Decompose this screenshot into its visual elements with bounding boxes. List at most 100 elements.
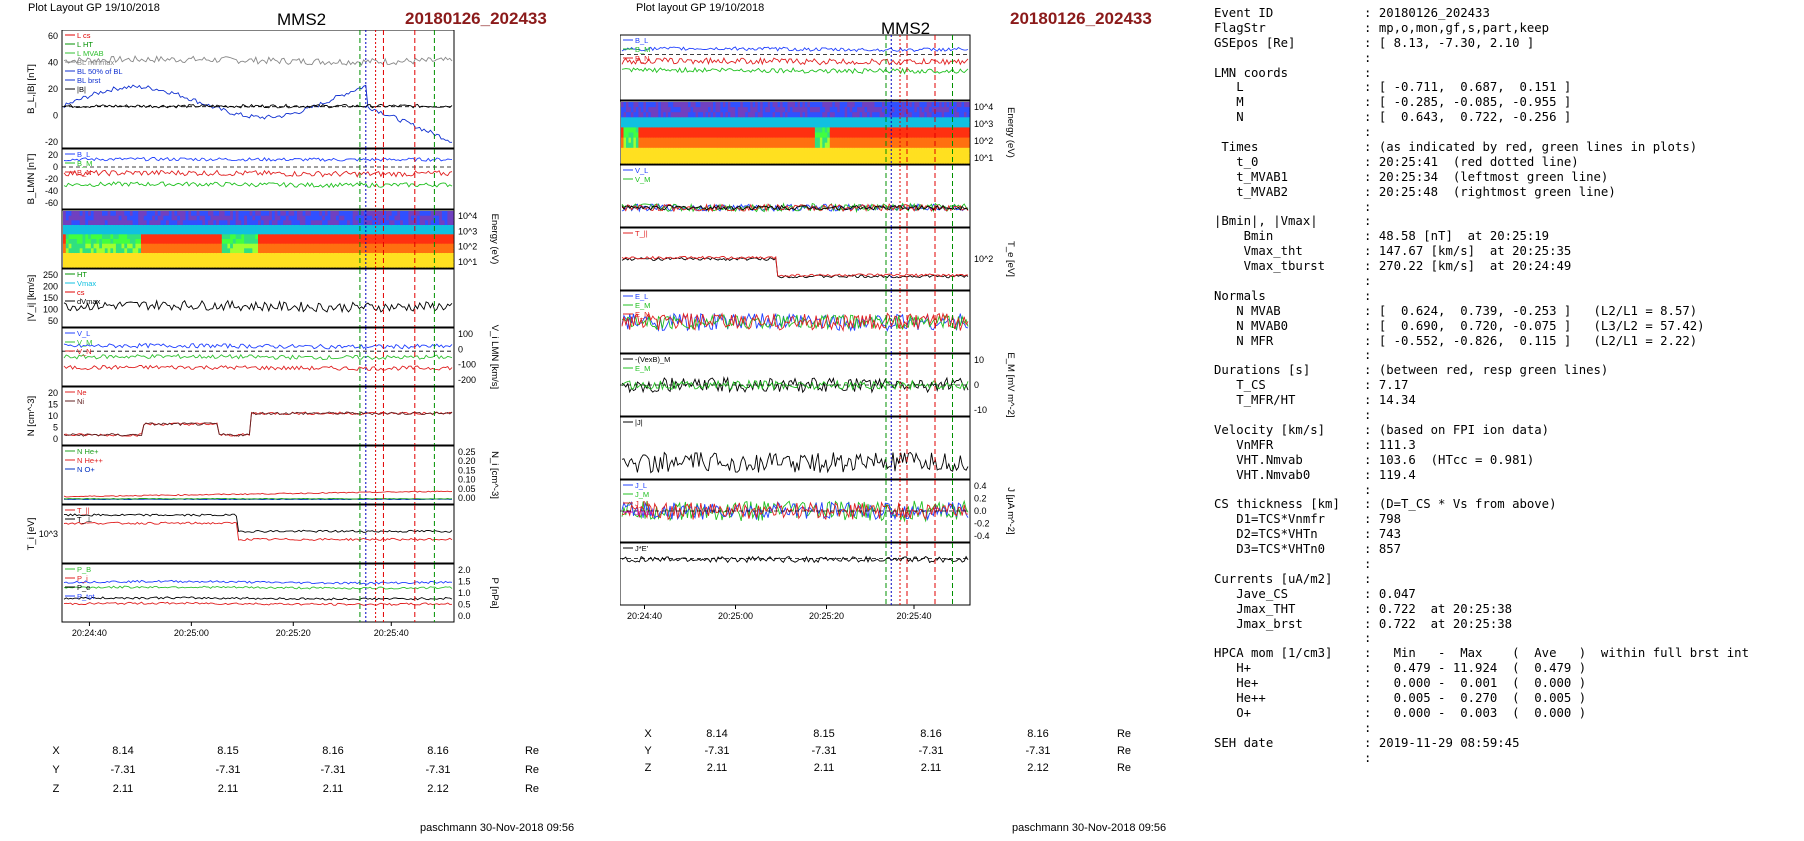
x-tick-label: 20:25:40 [374,628,409,638]
spectrogram-cell [862,122,866,128]
spectrogram-cell [765,117,769,123]
spectrogram-cell [291,248,295,254]
spectrogram-cell [74,262,78,268]
spectrogram-cell [260,253,265,259]
spectrogram-cell [129,215,134,221]
spectrogram-cell [834,147,838,154]
spectrogram-cell [797,157,801,164]
spectrogram-cell [383,215,387,221]
spectrogram-cell [638,157,642,164]
spectrogram-cell [780,122,784,128]
spectrogram-cell [703,107,707,113]
spectrogram-cell [720,132,724,139]
info-colon: : [1364,333,1379,348]
spectrogram-cell [782,102,786,108]
spectrogram-cell [316,243,320,249]
spectrogram-cell [291,220,295,226]
spectrogram-cell [847,117,851,123]
spectrogram-cell [844,137,848,144]
spectrogram-cell [872,122,876,128]
spectrogram-cell [854,157,858,164]
spectrogram-cell [177,215,181,221]
spectrogram-cell [414,225,418,231]
spectrogram-cell [678,102,682,108]
spectrogram-cell [260,220,265,226]
spectrogram-cell [705,147,709,154]
spectrogram-cell [732,102,736,108]
spectrogram-cell [713,112,717,118]
spectrogram-cell [717,142,721,149]
spectrogram-cell [877,102,881,108]
spectrogram-cell [919,117,923,123]
spectrogram-cell [633,122,637,128]
info-row: : [1214,631,1749,646]
spectrogram-cell [633,132,637,139]
spectrogram-cell [742,127,746,134]
spectrogram-cell [867,107,871,113]
spectrogram-cell [802,152,806,159]
spectrogram-cell [966,157,970,164]
spectrogram-cell [441,239,446,245]
spectrogram-cell [941,132,945,139]
spectrogram-cell [693,157,697,164]
spectrogram-cell [926,117,930,123]
spectrogram-cell [894,137,898,144]
spectrogram-cell [777,132,781,139]
data-trace [63,498,453,500]
info-colon: : [1364,288,1379,303]
spectrogram-cell [939,147,943,154]
spectrogram-cell [887,152,891,159]
spectrogram-cell [864,127,868,134]
legend-label: P_e [77,583,90,592]
spectrogram-cell [152,215,156,221]
spectrogram-cell [869,117,873,123]
spectrogram-cell [834,127,838,134]
spectrogram-cell [645,157,649,164]
spectrogram-cell [447,248,451,254]
spectrogram-cell [294,229,298,235]
spectrogram-cell [341,239,345,245]
spectrogram-cell [430,253,435,259]
info-row: t_MVAB2: 20:25:48 (rightmost green line) [1214,185,1749,200]
spectrogram-cell [433,234,437,240]
spectrogram-cell [386,215,390,221]
spectrogram-cell [929,157,933,164]
spectrogram-cell [703,117,707,123]
spectrogram-cell [196,220,201,226]
spectrogram-cell [336,243,340,249]
spectrogram-cell [668,132,672,139]
spectrogram-cell [817,122,821,128]
info-key: Jmax_brst [1214,616,1303,631]
spectrogram-cell [397,253,401,259]
spectrogram-cell [929,147,933,154]
spectrogram-cell [899,152,903,159]
spectrogram-cell [115,211,120,217]
spectrogram-cell [690,132,694,139]
spectrogram-cell [869,127,873,134]
spectrogram-cell [260,248,265,254]
spectrogram-cell [956,137,960,144]
spectrogram-cell [640,142,644,149]
spectrogram-cell [872,152,876,159]
y-tick-label: 0.2 [974,494,987,504]
spectrogram-cell [283,211,287,217]
spectrogram-cell [896,122,900,128]
spectrogram-cell [411,220,415,226]
spectrogram-cell [628,112,632,118]
spectrogram-cell [439,225,443,231]
spectrogram-cell [730,122,734,128]
spectrogram-cell [896,112,900,118]
info-colon: : [1364,437,1379,452]
spectrogram-cell [152,229,156,235]
spectrogram-cell [258,262,262,268]
spectrogram-cell [386,229,390,235]
spectrogram-cell [770,107,774,113]
spectrogram-cell [355,225,359,231]
spectrogram-cell [291,253,295,259]
spectrogram-cell [921,107,925,113]
info-colon: : [1364,348,1379,363]
spectrogram-cell [205,239,209,245]
spectrogram-cell [703,112,707,118]
spectrogram-cell [305,257,309,263]
spectrogram-cell [224,243,228,249]
